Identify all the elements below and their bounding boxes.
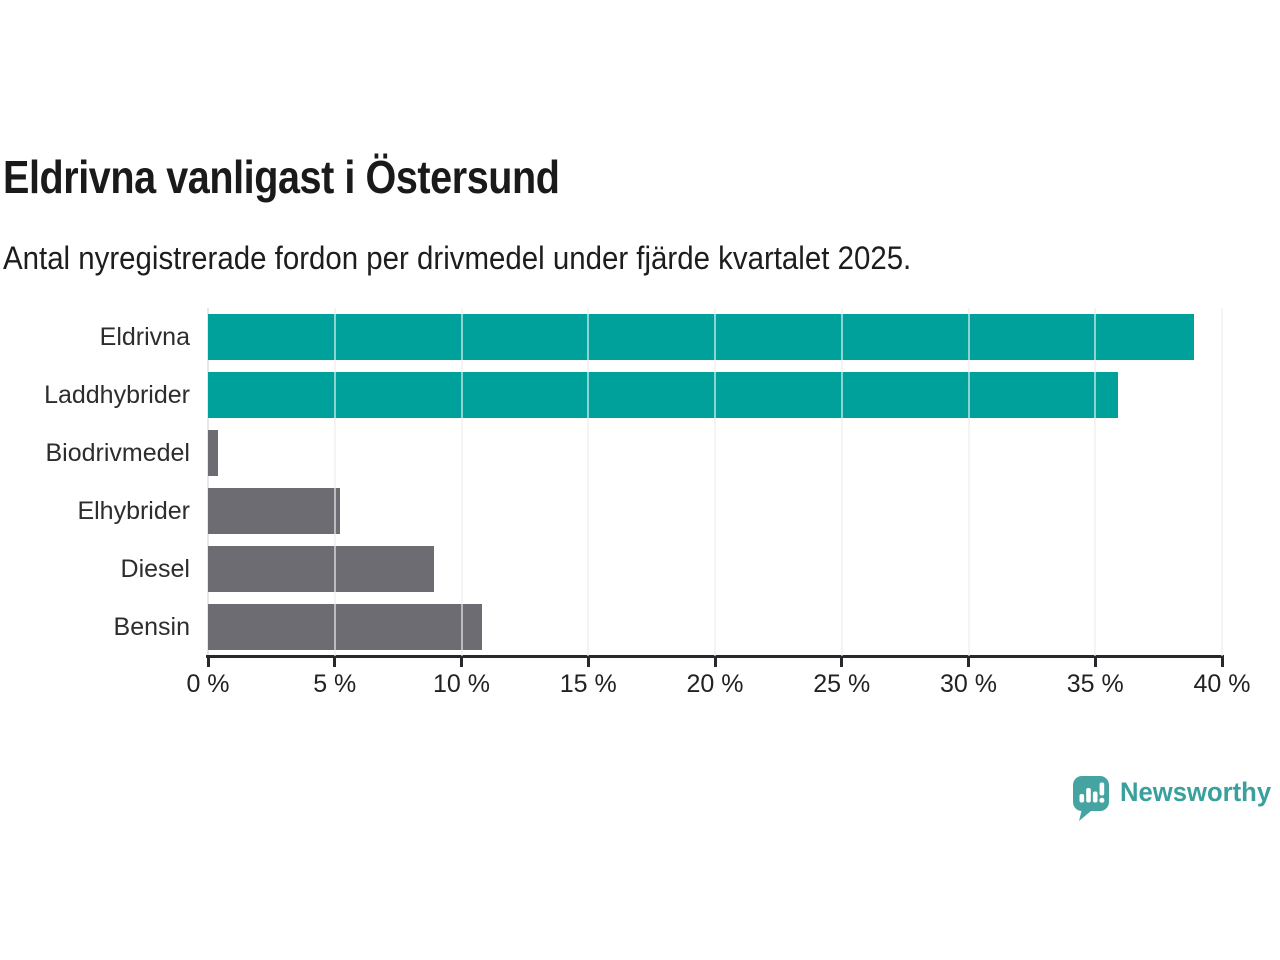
x-axis-tick bbox=[460, 658, 463, 667]
bar-diesel bbox=[208, 546, 434, 592]
newsworthy-logo bbox=[1072, 775, 1114, 823]
bar-biodrivmedel bbox=[208, 430, 219, 476]
x-axis-tick-label: 25 % bbox=[813, 670, 871, 698]
x-axis-tick-label: 10 % bbox=[433, 670, 490, 698]
bar-laddhybrider bbox=[208, 372, 1119, 418]
category-label-bensin: Bensin bbox=[113, 613, 190, 641]
gridline bbox=[207, 308, 209, 656]
chart-title: Eldrivna vanligast i Östersund bbox=[3, 151, 560, 203]
x-axis-tick bbox=[967, 658, 970, 667]
bar-bensin bbox=[208, 604, 482, 650]
category-label-elhybrider: Elhybrider bbox=[77, 497, 190, 525]
category-label-biodrivmedel: Biodrivmedel bbox=[45, 439, 190, 467]
x-axis-tick bbox=[1220, 658, 1224, 667]
gridline-overlay bbox=[840, 308, 843, 656]
x-axis-tick-label: 5 % bbox=[313, 670, 357, 698]
gridline-overlay bbox=[1094, 308, 1097, 656]
x-axis-tick bbox=[840, 658, 844, 667]
gridline-overlay bbox=[460, 308, 463, 656]
x-axis-tick-label: 0 % bbox=[186, 670, 230, 698]
x-axis-tick bbox=[1093, 658, 1097, 667]
gridline-overlay bbox=[587, 308, 590, 656]
x-axis-tick-label: 20 % bbox=[686, 670, 744, 698]
bar-eldrivna bbox=[208, 314, 1195, 360]
gridline-overlay bbox=[967, 308, 970, 656]
gridline-overlay bbox=[714, 308, 716, 656]
gridline-overlay bbox=[1221, 308, 1223, 656]
newsworthy-brand-text: Newsworthy bbox=[1120, 777, 1272, 807]
x-axis-tick bbox=[333, 658, 337, 667]
plot-area bbox=[207, 308, 1223, 656]
category-label-diesel: Diesel bbox=[120, 555, 190, 583]
x-axis-tick bbox=[206, 658, 210, 667]
x-axis-tick-label: 40 % bbox=[1193, 670, 1251, 698]
chart-subtitle: Antal nyregistrerade fordon per drivmede… bbox=[3, 240, 912, 276]
x-axis-tick bbox=[586, 658, 590, 667]
bar-chart-speech-bubble-icon bbox=[1073, 776, 1109, 821]
x-axis-tick-label: 15 % bbox=[559, 670, 617, 698]
bar-elhybrider bbox=[208, 488, 340, 534]
category-label-laddhybrider: Laddhybrider bbox=[44, 381, 190, 409]
x-axis-line bbox=[206, 655, 1224, 658]
x-axis-tick-label: 30 % bbox=[940, 670, 997, 698]
category-label-eldrivna: Eldrivna bbox=[99, 323, 190, 351]
x-axis-tick bbox=[713, 658, 717, 667]
gridline-overlay bbox=[333, 308, 336, 656]
x-axis-tick-label: 35 % bbox=[1066, 670, 1124, 698]
